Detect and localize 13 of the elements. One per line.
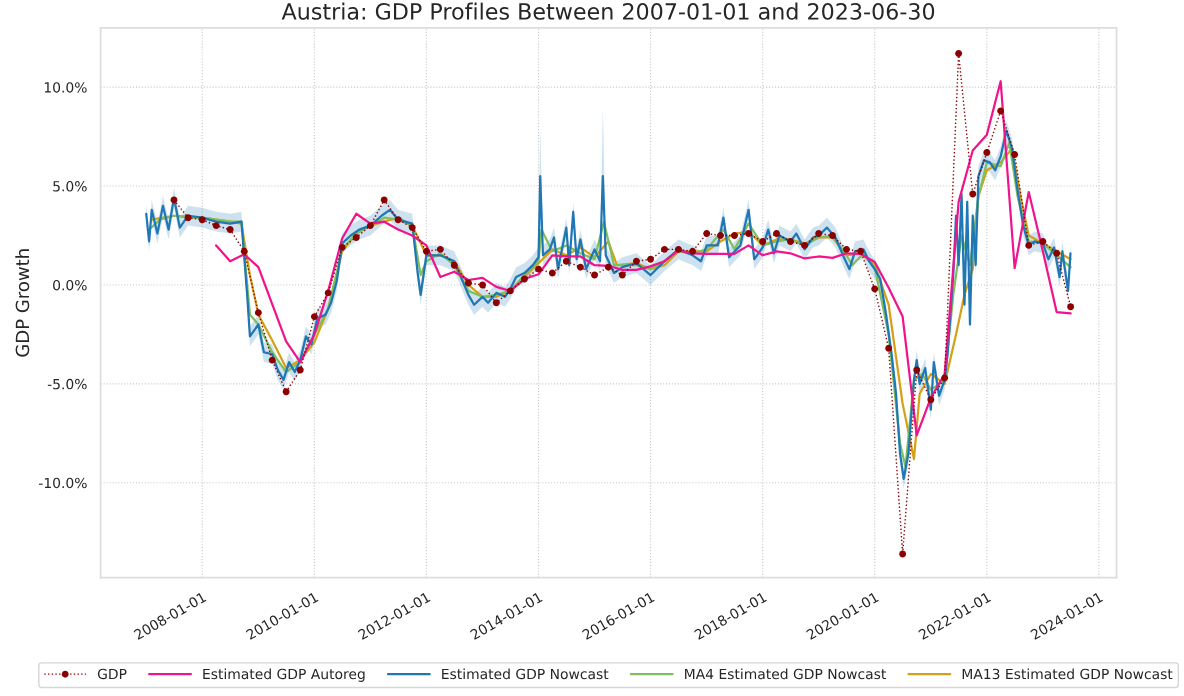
legend-label: MA4 Estimated GDP Nowcast [685,668,886,680]
y-tick-label: -10.0% [38,477,87,489]
legend-label: MA13 Estimated GDP Nowcast [962,668,1173,680]
y-tick-label: 0.0% [53,279,87,291]
y-tick-label: 5.0% [53,181,87,192]
legend-label: GDP [97,668,127,680]
legend-label: Estimated GDP Nowcast [442,668,609,680]
y-tick-label: -5.0% [47,378,87,390]
line-series [215,80,1072,437]
legend-label: Estimated GDP Autoreg [203,668,365,682]
y-tick-label: 10.0% [44,82,87,93]
y-axis-title: GDP Growth [15,249,30,357]
chart-title: Austria: GDP Profiles Between 2007-01-01 and 2023-06-30 [281,2,935,20]
